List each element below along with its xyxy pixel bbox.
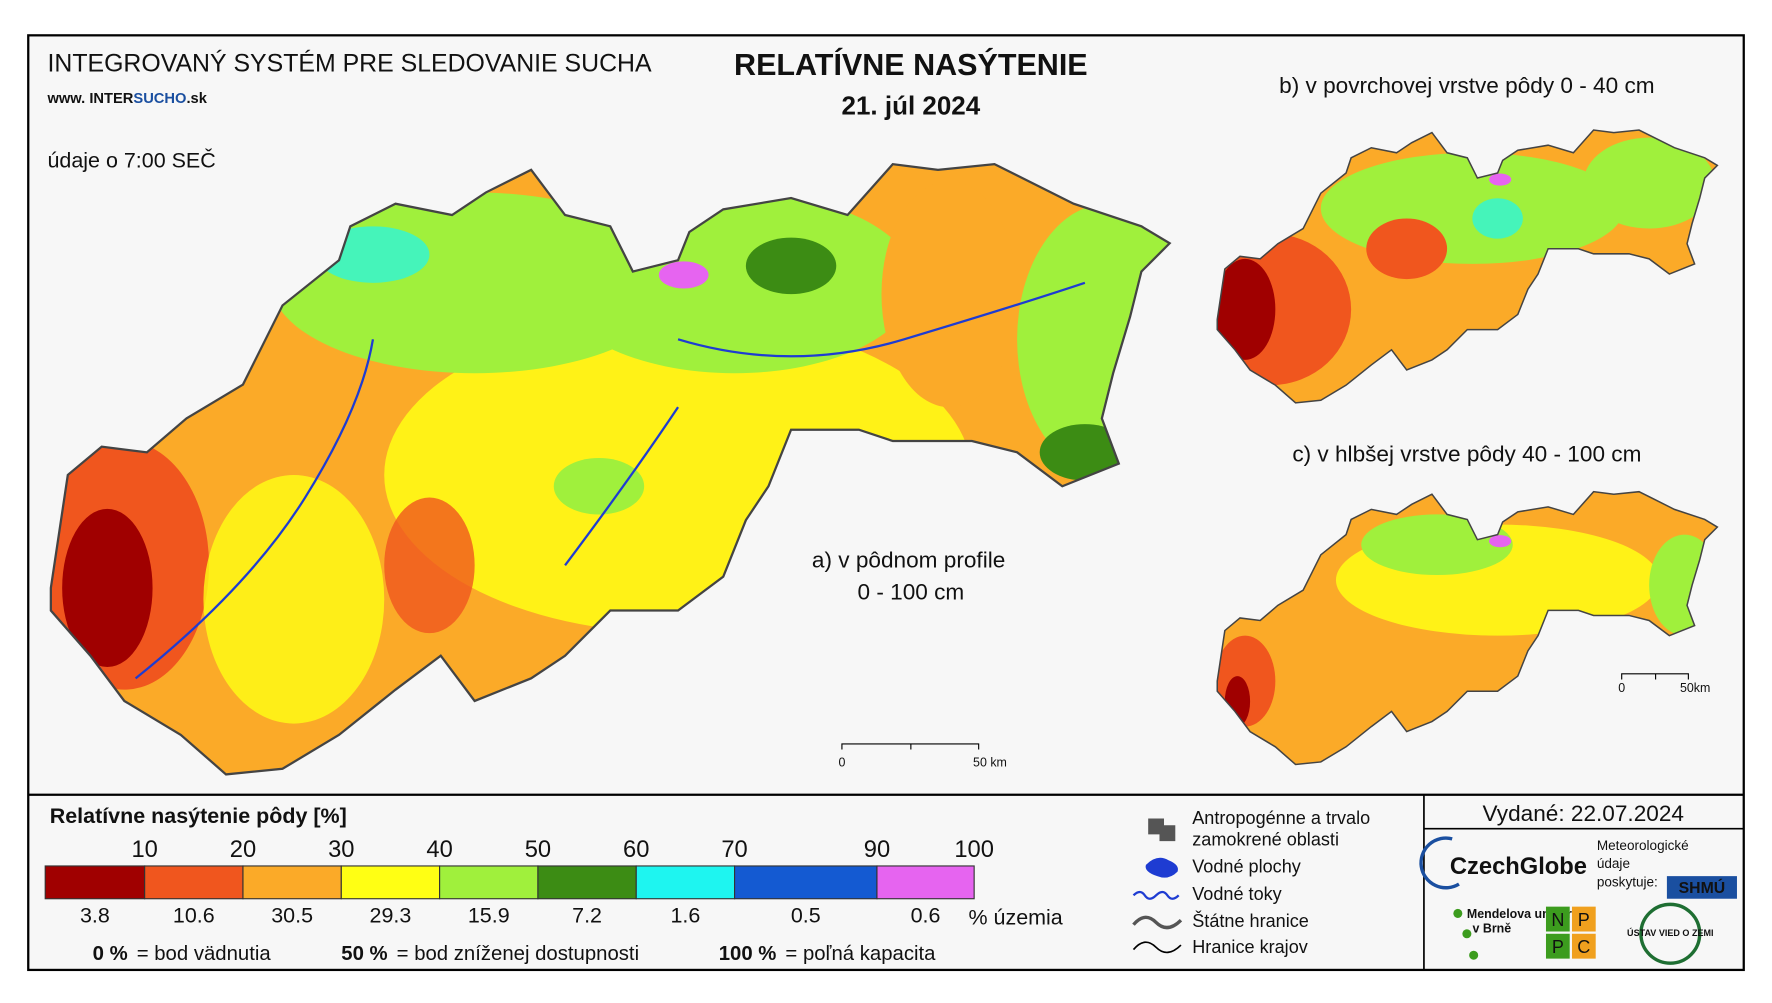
legend-threshold: 100 [954,837,994,863]
legend-threshold: 30 [328,837,354,863]
legend-swatch [144,865,244,900]
map-label: c) v hlbšej vrstve pôdy 40 - 100 cm [1292,441,1641,466]
legend-swatch [635,865,736,900]
legend-threshold: 90 [864,837,890,863]
scale-label: 0 [1618,681,1625,695]
logo-nppc-cell [1545,933,1570,959]
symbol-legend: Antropogénne a trvalo zamokrené oblasti V… [1132,808,1370,957]
map-label: a) v pôdnom profile [812,548,1005,573]
logo-nppc-cell [1545,906,1570,932]
legend-swatch [876,865,975,900]
legend-share: 30.5 [271,903,313,927]
scale-label: 50km [1680,681,1710,695]
note-text: = bod zníženej dostupnosti [397,943,639,965]
system-title: INTEGROVANÝ SYSTÉM PRE SLEDOVANIE SUCHA [47,48,652,77]
map-label: 0 - 100 cm [857,579,964,604]
title: RELATÍVNE NASÝTENIE [734,46,1088,82]
legend-share: 0.6 [911,903,941,927]
legend-threshold: 10 [131,837,157,863]
website: www. INTERSUCHO.sk [46,91,207,107]
legend-threshold: 60 [623,837,649,863]
logo-nppc-letter: C [1577,937,1590,957]
legend: 3.8 10.6 30.5 29.3 15.9 7.2 1.6 0.5 0.6 10 20 30 40 5… [44,837,994,927]
symbol-icon [1145,857,1178,878]
logo-dot [1453,908,1463,918]
logo-nppc-cell [1571,933,1596,959]
symbol-icon [1132,941,1182,954]
legend-swatch [44,865,146,900]
logo-nppc-cell [1571,906,1596,932]
legend-swatch [242,865,342,900]
logo-arc [1419,836,1460,890]
logo-nppc-letter: P [1578,910,1590,930]
logo-dot [1462,929,1472,939]
map-label: b) v povrchovej vrstve pôdy 0 - 40 cm [1279,73,1654,98]
legend-threshold: 50 [525,837,551,863]
date: 21. júl 2024 [842,90,981,120]
symbol-icon [1132,890,1180,900]
logo-dot [1469,950,1479,960]
website-brand: SUCHO [133,91,186,107]
symbol-label: Hranice krajov [1192,937,1308,957]
logo-shmu: SHMÚ [1679,878,1726,897]
legend-threshold: 20 [230,837,256,863]
share-unit: % územia [968,906,1062,930]
scale-label: 50 km [973,756,1007,770]
website-suffix: .sk [186,91,207,107]
note-text: = bod vädnutia [137,943,272,965]
note-value: 100 % [719,943,777,965]
legend-share: 1.6 [670,903,700,927]
legend-swatch [340,865,441,900]
legend-note: 0 % = bod vädnutia [93,943,272,965]
legend-share: 15.9 [468,903,510,927]
legend-title: Relatívne nasýtenie pôdy [%] [50,804,347,828]
symbol-label: Vodné toky [1192,884,1281,904]
symbol-label: Štátne hranice [1192,910,1309,931]
legend-share: 29.3 [370,903,412,927]
time-note: údaje o 7:00 SEČ [47,148,215,173]
logo-czechglobe: CzechGlobe [1450,854,1587,880]
scale-label: 0 [838,756,845,770]
note-value: 50 % [341,943,387,965]
legend-note: 100 % = poľná kapacita [719,943,936,965]
legend-share: 0.5 [791,903,821,927]
legend-share: 10.6 [173,903,215,927]
logo-nppc-letter: P [1552,937,1564,957]
legend-swatch [734,865,878,900]
logo-nppc-letter: N [1551,910,1564,930]
note-text: = poľná kapacita [785,943,936,965]
legend-note: 50 % = bod zníženej dostupnosti [341,943,639,965]
logo-box [1666,876,1737,899]
legend-swatch [439,865,539,900]
logos: CzechGlobe Meteorologické údaje poskytuje:… [1419,836,1737,965]
legend-threshold: 40 [426,837,452,863]
website-prefix: www. INTER [46,91,133,107]
symbol-label: Vodné plochy [1192,857,1301,877]
logo-uvz: ÚSTAV VIED O ZEMI [1627,927,1713,938]
scale-bar [1621,673,1689,680]
logo-uvz-ring [1639,902,1702,965]
note-value: 0 % [93,943,128,965]
logo-meteo-note: Meteorologické údaje poskytuje: [1597,838,1689,889]
symbol-icon [1148,818,1176,842]
legend-swatch [537,865,637,900]
issued: Vydané: 22.07.2024 [1483,801,1684,826]
symbol-icon [1132,915,1183,930]
legend-share: 3.8 [80,903,110,927]
notes: 0 % = bod vädnutia 50 % = bod zníženej dost… [93,943,936,965]
legend-share: 7.2 [572,903,602,927]
scale-bar [841,743,980,750]
legend-threshold: 70 [721,837,747,863]
symbol-label: Antropogénne a trvalo zamokrené oblasti [1192,808,1370,849]
